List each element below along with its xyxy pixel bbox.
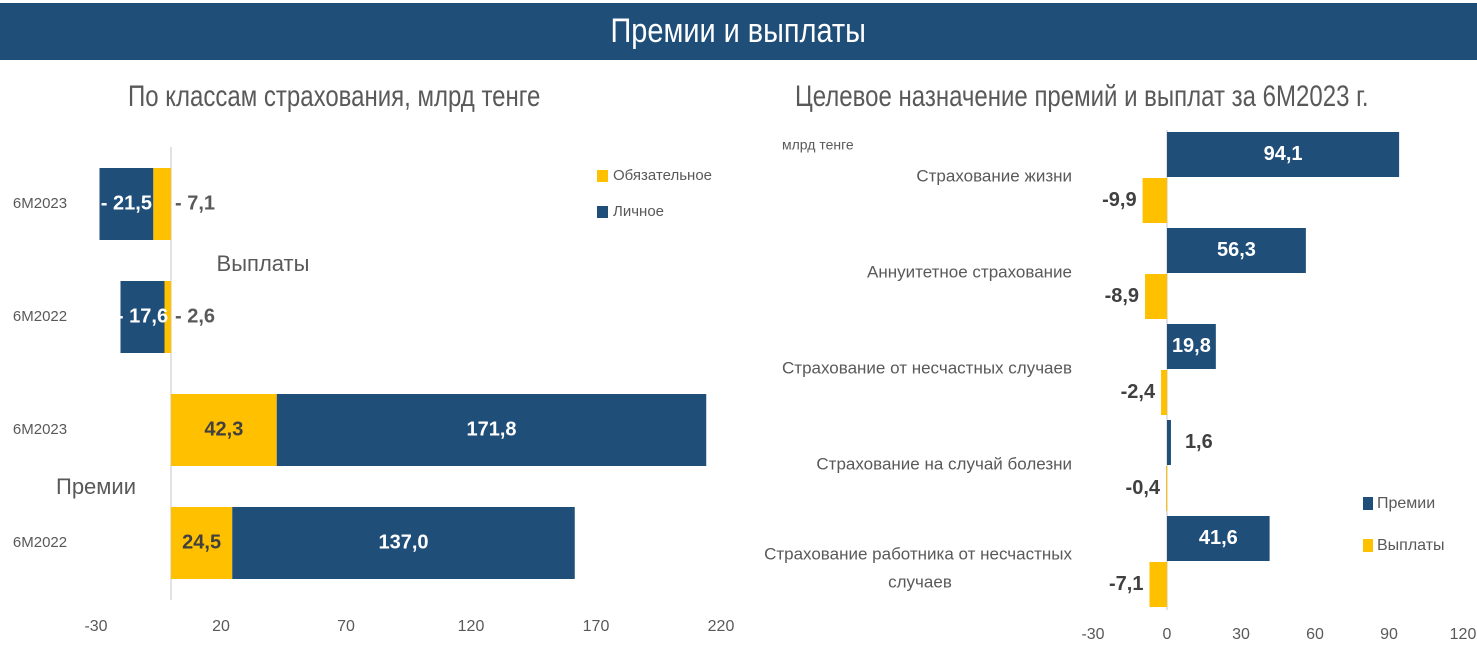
x-tick-label: 20 bbox=[212, 618, 230, 635]
data-label: 56,3 bbox=[1217, 239, 1256, 261]
legend-swatch bbox=[597, 170, 608, 182]
x-tick-label: 120 bbox=[1450, 626, 1477, 643]
data-label: - 2,6 bbox=[175, 305, 215, 327]
category-label: 6M2022 bbox=[13, 308, 67, 325]
left-chart-title: По классам страхования, млрд тенге bbox=[128, 80, 541, 113]
data-label: - 7,1 bbox=[175, 192, 215, 214]
data-label: - 21,5 bbox=[101, 192, 152, 214]
category-label: Страхование жизни bbox=[916, 166, 1072, 185]
legend-swatch bbox=[1363, 497, 1373, 510]
x-tick-label: 30 bbox=[1232, 626, 1250, 643]
bar-premii bbox=[1167, 420, 1171, 465]
x-tick-label: 90 bbox=[1380, 626, 1398, 643]
group-label-vyplaty: Выплаты bbox=[217, 251, 310, 276]
category-label: Аннуитетное страхование bbox=[867, 262, 1072, 281]
unit-label: млрд тенге bbox=[782, 137, 854, 153]
legend-swatch bbox=[597, 206, 608, 218]
bar-lichnoe bbox=[232, 507, 575, 579]
legend-label: Премии bbox=[1377, 495, 1435, 512]
legend-label: Выплаты bbox=[1377, 537, 1445, 554]
x-tick-label: 0 bbox=[1163, 626, 1172, 643]
category-label: случаев bbox=[888, 572, 952, 591]
data-label: 41,6 bbox=[1199, 527, 1238, 549]
category-label: Страхование работника от несчастных bbox=[764, 544, 1072, 563]
bar-lichnoe bbox=[120, 281, 165, 353]
data-label: 42,3 bbox=[204, 418, 243, 440]
x-tick-label: 120 bbox=[458, 618, 485, 635]
data-label: 24,5 bbox=[182, 531, 221, 553]
data-label: -0,4 bbox=[1126, 477, 1161, 499]
data-label: -9,9 bbox=[1102, 189, 1136, 211]
data-label: 1,6 bbox=[1185, 431, 1213, 453]
legend-label: Личное bbox=[613, 203, 664, 220]
legend-label: Обязательное bbox=[613, 167, 712, 184]
category-label: 6M2023 bbox=[13, 421, 67, 438]
data-label: - 17,6 bbox=[117, 305, 168, 327]
x-tick-label: 170 bbox=[583, 618, 610, 635]
bar-obyazatelnoe bbox=[153, 168, 171, 240]
bar-premii bbox=[1167, 132, 1400, 177]
x-tick-label: 60 bbox=[1306, 626, 1324, 643]
data-label: -2,4 bbox=[1121, 381, 1156, 403]
data-label: -7,1 bbox=[1109, 573, 1143, 595]
group-label-premii: Премии bbox=[56, 474, 136, 499]
data-label: 19,8 bbox=[1172, 335, 1211, 357]
x-tick-label: -30 bbox=[1081, 626, 1104, 643]
bar-obyazatelnoe bbox=[171, 507, 233, 579]
bar-premii bbox=[1167, 516, 1270, 561]
data-label: 94,1 bbox=[1264, 143, 1303, 165]
bar-vyplaty bbox=[1142, 178, 1167, 223]
data-label: 171,8 bbox=[466, 418, 516, 440]
x-tick-label: 70 bbox=[337, 618, 355, 635]
category-label: 6M2022 bbox=[13, 534, 67, 551]
page-header: Премии и выплаты bbox=[0, 3, 1477, 60]
page-title: Премии и выплаты bbox=[610, 12, 867, 50]
category-label: Страхование от несчастных случаев bbox=[782, 358, 1072, 377]
bar-vyplaty bbox=[1145, 274, 1167, 319]
data-label: -8,9 bbox=[1105, 285, 1139, 307]
bar-premii bbox=[1167, 324, 1216, 369]
bar-vyplaty bbox=[1161, 370, 1167, 415]
legend-swatch bbox=[1363, 539, 1373, 552]
category-label: 6M2023 bbox=[13, 195, 67, 212]
bar-vyplaty bbox=[1166, 466, 1168, 511]
bar-vyplaty bbox=[1149, 562, 1167, 607]
bar-obyazatelnoe bbox=[164, 281, 171, 353]
category-label: Страхование на случай болезни bbox=[816, 454, 1072, 473]
bar-lichnoe bbox=[276, 394, 707, 466]
bar-obyazatelnoe bbox=[171, 394, 277, 466]
bar-lichnoe bbox=[99, 168, 154, 240]
data-label: 137,0 bbox=[378, 531, 428, 553]
right-chart-title: Целевое назначение премий и выплат за 6М… bbox=[795, 80, 1369, 113]
x-tick-label: 220 bbox=[708, 618, 735, 635]
x-tick-label: -30 bbox=[84, 618, 107, 635]
bar-premii bbox=[1167, 228, 1306, 273]
